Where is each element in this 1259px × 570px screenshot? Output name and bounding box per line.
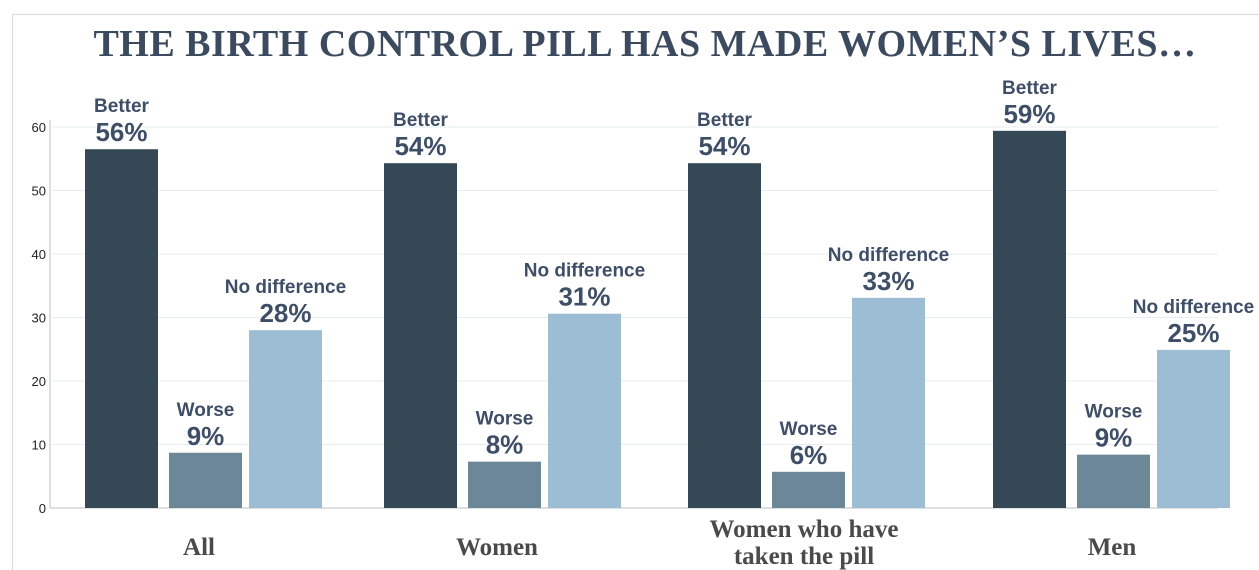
- y-tick-label: 50: [32, 184, 46, 199]
- series-label: Better: [1002, 78, 1058, 99]
- chart-frame: [12, 14, 1259, 570]
- bar-better: [384, 163, 457, 508]
- y-tick-label: 0: [39, 501, 46, 516]
- data-label: 9%: [1095, 423, 1133, 453]
- bar-worse: [1077, 454, 1150, 508]
- y-tick-label: 10: [32, 438, 46, 453]
- y-tick-label: 60: [32, 120, 46, 135]
- y-tick-label: 30: [32, 311, 46, 326]
- series-label: Worse: [1085, 402, 1143, 423]
- y-tick-label: 40: [32, 247, 46, 262]
- bar-no-difference: [852, 297, 925, 508]
- data-label: 8%: [486, 430, 524, 460]
- data-label: 54%: [698, 131, 750, 161]
- bar-no-difference: [1157, 349, 1230, 508]
- series-label: Better: [94, 96, 150, 117]
- series-label: Better: [393, 110, 449, 131]
- category-label: Men: [1088, 534, 1137, 561]
- data-label: 6%: [790, 440, 828, 470]
- bar-worse: [169, 452, 242, 508]
- bar-better: [688, 163, 761, 508]
- bar-better: [993, 130, 1066, 508]
- bar-worse: [772, 471, 845, 508]
- category-label: All: [183, 534, 215, 561]
- data-label: 31%: [558, 282, 610, 312]
- series-label: No difference: [1133, 297, 1254, 318]
- category-label: Women: [456, 534, 538, 561]
- series-label: No difference: [828, 245, 949, 266]
- category-label: taken the pill: [734, 543, 874, 570]
- category-label: Women who have: [710, 516, 899, 543]
- series-label: Worse: [177, 400, 235, 421]
- series-label: Better: [697, 110, 753, 131]
- series-label: Worse: [476, 409, 534, 430]
- bar-worse: [468, 461, 541, 508]
- data-label: 9%: [187, 421, 225, 451]
- bar-no-difference: [548, 313, 621, 508]
- data-label: 28%: [259, 298, 311, 328]
- series-label: Worse: [780, 419, 838, 440]
- data-label: 56%: [95, 117, 147, 147]
- data-label: 59%: [1003, 99, 1055, 129]
- bar-better: [85, 149, 158, 508]
- series-label: No difference: [524, 261, 645, 282]
- data-label: 33%: [862, 266, 914, 296]
- y-tick-label: 20: [32, 374, 46, 389]
- data-label: 54%: [394, 131, 446, 161]
- data-label: 25%: [1167, 318, 1219, 348]
- chart-title: THE BIRTH CONTROL PILL HAS MADE WOMEN’S …: [93, 23, 1197, 65]
- series-label: No difference: [225, 277, 346, 298]
- bar-no-difference: [249, 330, 322, 508]
